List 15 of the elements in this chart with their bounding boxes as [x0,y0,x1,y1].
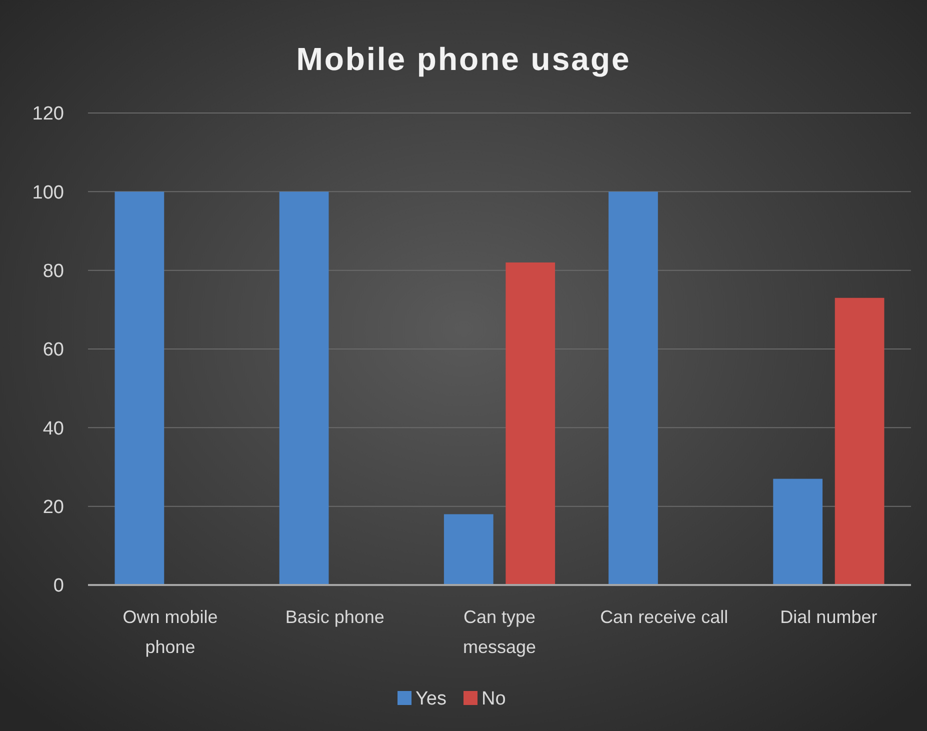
y-tick-label: 60 [42,340,64,361]
y-tick-label: 0 [53,576,64,597]
x-tick-label: Can type message [462,607,536,657]
chart-title: Mobile phone usage [296,41,631,77]
y-tick-label: 20 [42,496,64,518]
y-tick-label: 100 [32,182,64,204]
y-tick-label: 40 [42,418,64,440]
x-tick-label: Dial number [780,607,878,627]
legend-label: No [482,688,506,710]
y-tick-label: 120 [32,104,64,125]
y-tick-label: 80 [42,260,64,282]
x-tick-label: Basic phone [285,607,384,627]
x-tick-label: Own mobile phone [122,607,218,657]
x-tick-label: Can receive call [600,607,728,627]
legend-label: Yes [416,688,446,710]
